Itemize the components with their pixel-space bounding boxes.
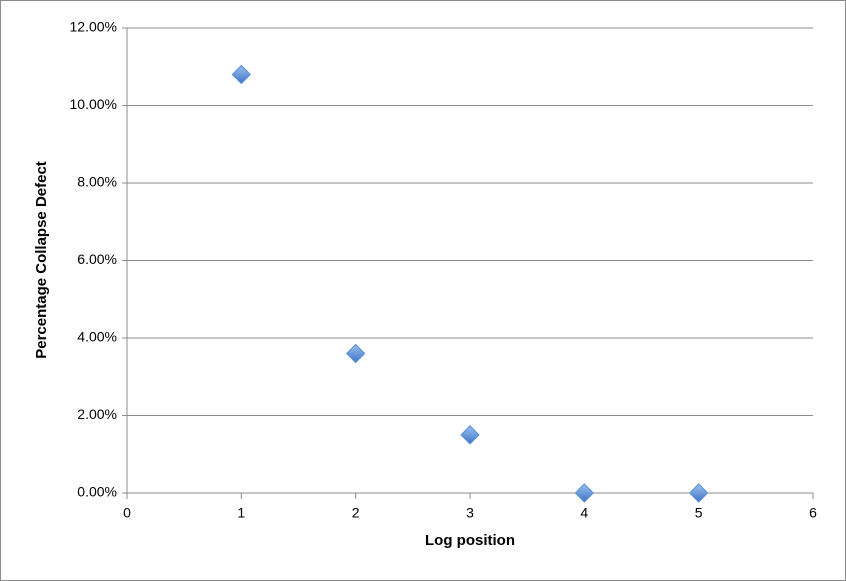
x-tick-label: 5 bbox=[695, 505, 703, 521]
y-axis-title: Percentage Collapse Defect bbox=[33, 161, 50, 359]
y-tick-label: 0.00% bbox=[77, 484, 117, 500]
x-tick-label: 1 bbox=[237, 505, 245, 521]
x-tick-label: 4 bbox=[580, 505, 588, 521]
marker bbox=[345, 343, 366, 364]
x-tick-label: 6 bbox=[809, 505, 817, 521]
x-tick-label: 2 bbox=[352, 505, 360, 521]
marker bbox=[460, 425, 480, 445]
x-tick-label: 3 bbox=[466, 505, 474, 521]
x-axis-title: Log position bbox=[425, 532, 515, 549]
y-tick-label: 12.00% bbox=[70, 19, 117, 35]
y-tick-label: 10.00% bbox=[70, 96, 117, 112]
y-tick-label: 2.00% bbox=[77, 406, 117, 422]
y-tick-label: 8.00% bbox=[77, 174, 117, 190]
x-tick-label: 0 bbox=[123, 505, 131, 521]
marker bbox=[688, 483, 709, 503]
y-tick-label: 6.00% bbox=[77, 251, 117, 267]
marker bbox=[231, 64, 252, 85]
y-tick-label: 4.00% bbox=[77, 329, 117, 345]
marker bbox=[574, 483, 595, 503]
